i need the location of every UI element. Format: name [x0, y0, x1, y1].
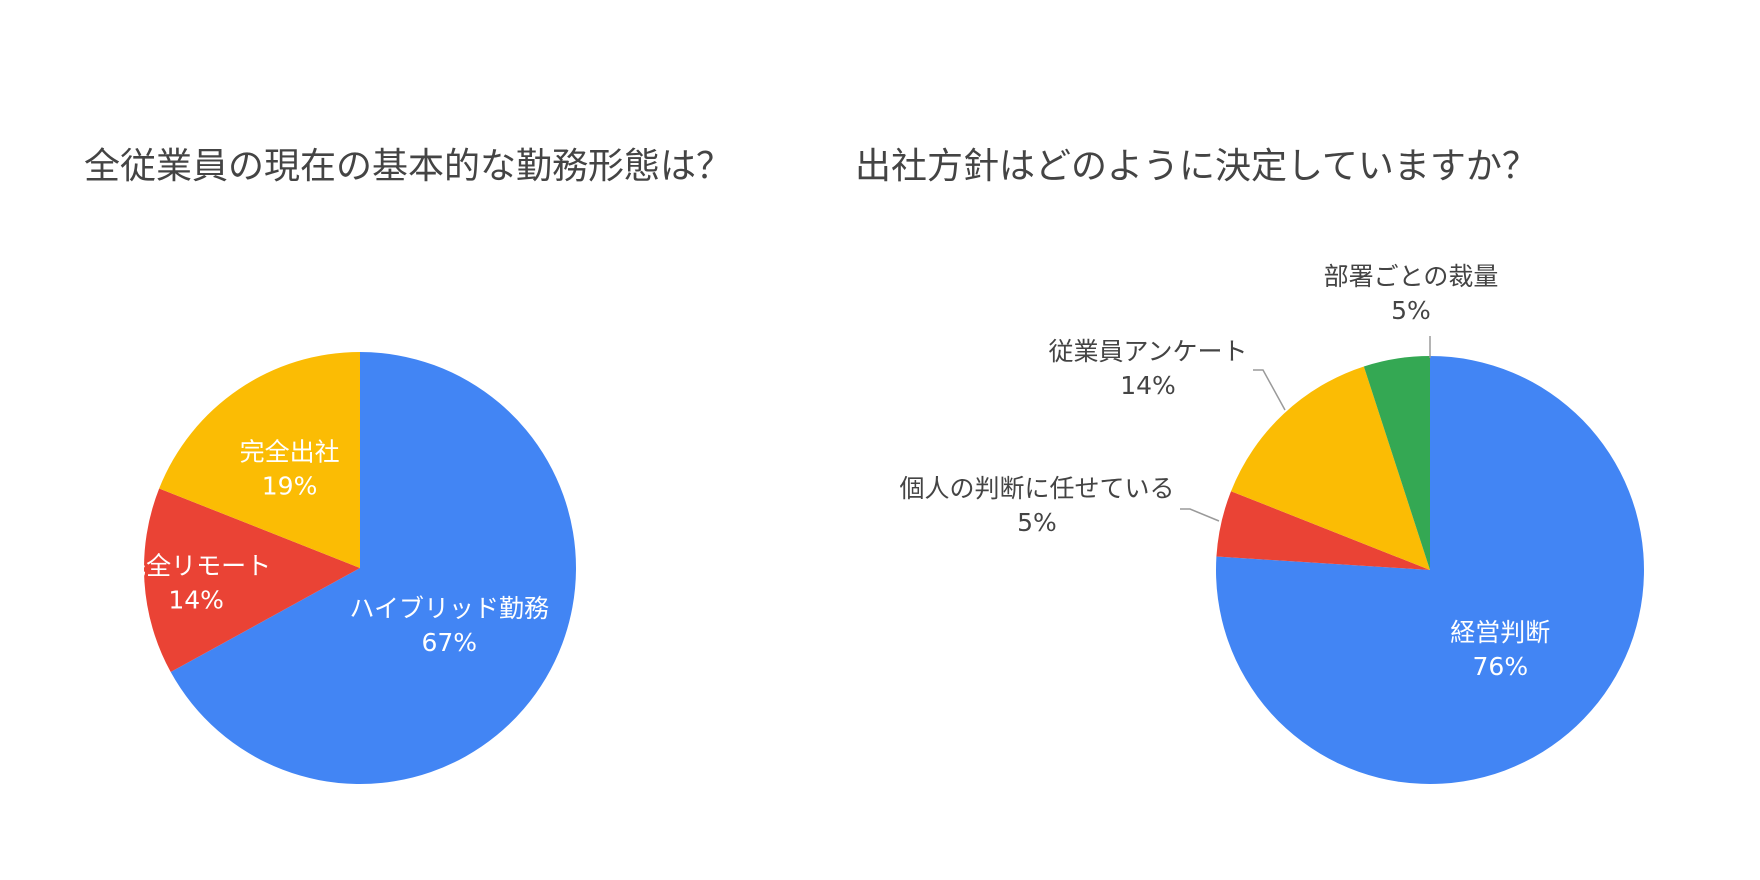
- slice-label-hybrid-percent: 67%: [421, 628, 477, 657]
- slice-label-full-remote-name: 完全リモート: [121, 551, 271, 580]
- slice-executive-decision: [1215, 356, 1644, 784]
- slice-label-executive-decision: 経営判断 76%: [1450, 618, 1550, 681]
- slice-full-office: [159, 352, 360, 568]
- chart-work-style: 全従業員の現在の基本的な勤務形態は？ ハイブリッド勤務 67%完全リモート 14%完…: [84, 146, 732, 784]
- leader-line-individual-judgment: [1180, 508, 1220, 522]
- slice-department-discretion: [1363, 356, 1430, 570]
- labels-office-policy: 経営判断 76% 個人の判断に任せている 5% 従業員アンケート 14% 部署ごとの裁量 5%: [899, 262, 1550, 681]
- leader-line-employee-survey: [1253, 369, 1286, 411]
- slice-full-remote: [144, 488, 360, 673]
- slice-label-executive-decision-name: 経営判断: [1450, 618, 1550, 647]
- slice-label-employee-survey: 従業員アンケート 14%: [1048, 337, 1247, 400]
- slice-label-hybrid: ハイブリッド勤務 67%: [349, 594, 549, 657]
- chart-title-work-style: 全従業員の現在の基本的な勤務形態は？: [84, 146, 732, 187]
- slice-label-full-office-percent: 19%: [262, 471, 318, 500]
- slice-label-individual-judgment-percent: 5%: [1017, 508, 1057, 537]
- slice-label-executive-decision-percent: 76%: [1473, 652, 1529, 681]
- labels-work-style: ハイブリッド勤務 67% 完全リモート 14% 完全出社 19%: [121, 437, 549, 656]
- slice-individual-judgment: [1216, 491, 1430, 570]
- slice-label-hybrid-name: ハイブリッド勤務: [349, 594, 549, 623]
- slice-label-individual-judgment: 個人の判断に任せている 5%: [899, 474, 1174, 537]
- slice-label-employee-survey-percent: 14%: [1120, 371, 1176, 400]
- slice-label-department-discretion-percent: 5%: [1391, 296, 1431, 325]
- pie-work-style: [144, 352, 577, 784]
- slice-label-full-office: 完全出社 19%: [240, 437, 340, 500]
- slice-label-individual-judgment-name: 個人の判断に任せている: [899, 474, 1174, 503]
- pie-office-policy: [1215, 356, 1644, 784]
- chart-office-policy: 出社方針はどのように決定していますか？ 経営判断 76% 個人の判断に任せている 5%…: [855, 146, 1644, 784]
- slice-label-department-discretion-name: 部署ごとの裁量: [1324, 262, 1499, 291]
- slice-label-full-office-name: 完全出社: [240, 437, 340, 466]
- slice-label-department-discretion: 部署ごとの裁量 5%: [1324, 262, 1499, 325]
- slice-label-full-remote-percent: 14%: [168, 585, 224, 614]
- slice-employee-survey: [1231, 366, 1430, 570]
- slice-label-employee-survey-name: 従業員アンケート: [1048, 337, 1247, 366]
- slice-label-full-remote: 完全リモート 14%: [121, 551, 271, 614]
- chart-title-office-policy: 出社方針はどのように決定していますか？: [855, 146, 1538, 187]
- slice-hybrid: [170, 352, 577, 784]
